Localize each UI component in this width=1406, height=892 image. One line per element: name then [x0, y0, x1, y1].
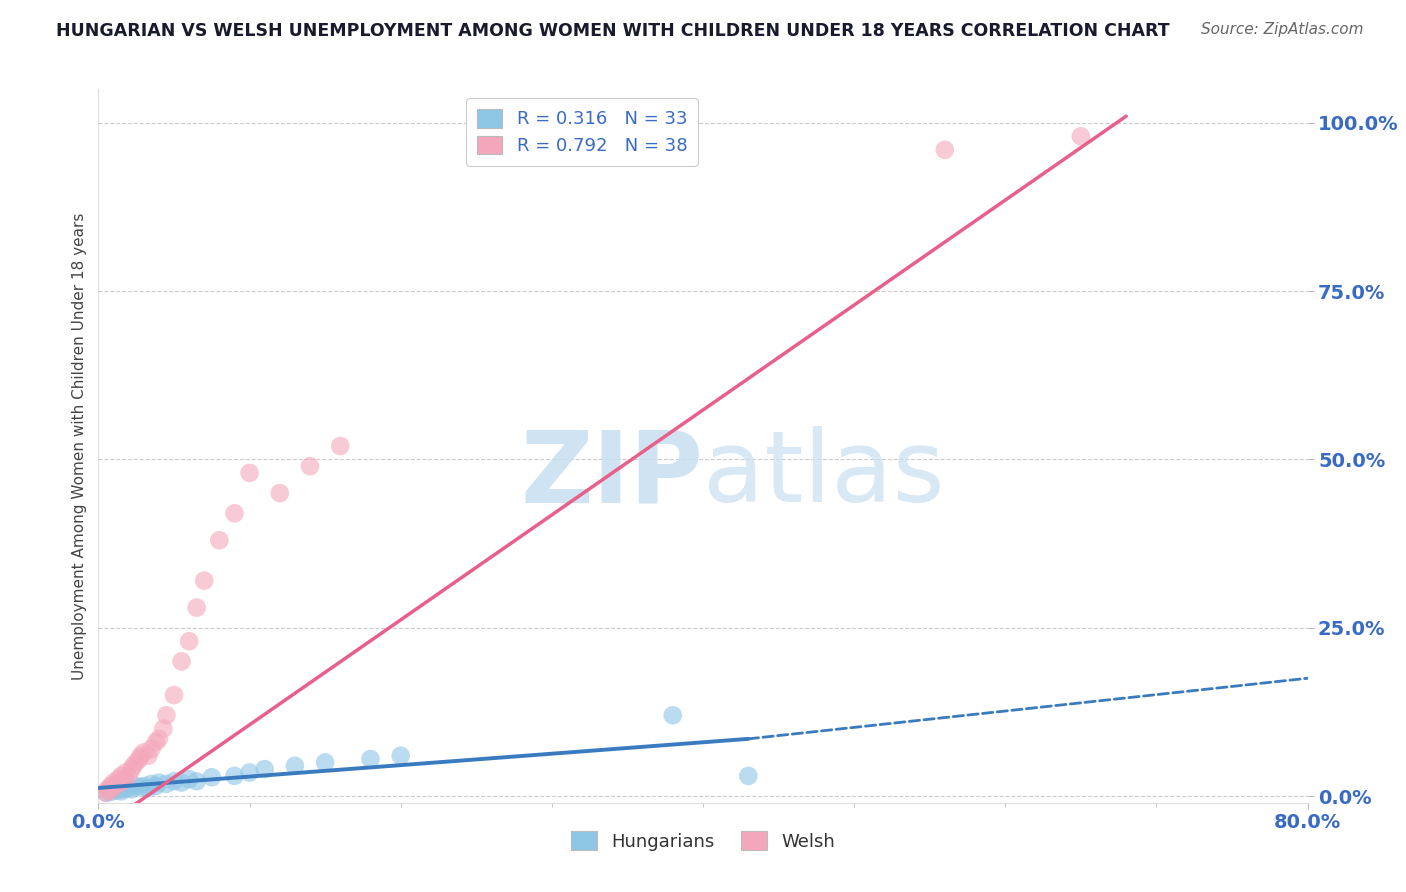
Point	[125, 779, 148, 793]
Point	[105, 783, 128, 797]
Point	[239, 466, 262, 480]
Point	[141, 742, 163, 756]
Point	[145, 735, 167, 749]
Point	[201, 770, 224, 784]
Point	[96, 782, 118, 797]
Point	[934, 143, 956, 157]
Point	[179, 634, 201, 648]
Point	[152, 722, 174, 736]
Point	[299, 459, 322, 474]
Point	[163, 774, 186, 789]
Point	[314, 756, 336, 770]
Point	[132, 779, 155, 793]
Point	[329, 439, 352, 453]
Point	[98, 783, 121, 797]
Point	[129, 748, 152, 763]
Point	[103, 782, 125, 797]
Text: ZIP: ZIP	[520, 426, 703, 523]
Point	[125, 756, 148, 770]
Text: Source: ZipAtlas.com: Source: ZipAtlas.com	[1201, 22, 1364, 37]
Point	[186, 774, 208, 789]
Point	[100, 779, 122, 793]
Point	[98, 783, 121, 797]
Point	[239, 765, 262, 780]
Point	[105, 777, 128, 791]
Point	[269, 486, 291, 500]
Point	[284, 758, 307, 772]
Point	[148, 731, 170, 746]
Point	[253, 762, 276, 776]
Point	[155, 777, 177, 791]
Y-axis label: Unemployment Among Women with Children Under 18 years: Unemployment Among Women with Children U…	[72, 212, 87, 680]
Point	[132, 745, 155, 759]
Legend: Hungarians, Welsh: Hungarians, Welsh	[564, 824, 842, 858]
Point	[145, 779, 167, 793]
Text: atlas: atlas	[703, 426, 945, 523]
Point	[107, 772, 129, 787]
Point	[103, 775, 125, 789]
Point	[128, 752, 150, 766]
Point	[110, 775, 132, 789]
Point	[170, 775, 193, 789]
Point	[100, 785, 122, 799]
Point	[148, 775, 170, 789]
Point	[112, 782, 135, 797]
Point	[737, 769, 759, 783]
Point	[110, 779, 132, 793]
Point	[94, 786, 117, 800]
Point	[170, 655, 193, 669]
Point	[110, 784, 132, 798]
Point	[661, 708, 683, 723]
Point	[103, 780, 125, 795]
Point	[121, 782, 143, 797]
Point	[94, 786, 117, 800]
Point	[136, 780, 159, 795]
Point	[112, 772, 135, 787]
Point	[163, 688, 186, 702]
Point	[110, 769, 132, 783]
Point	[129, 780, 152, 795]
Point	[1070, 129, 1092, 144]
Point	[107, 780, 129, 795]
Point	[121, 762, 143, 776]
Point	[118, 780, 141, 795]
Point	[179, 772, 201, 787]
Point	[186, 600, 208, 615]
Point	[224, 506, 246, 520]
Point	[114, 765, 136, 780]
Point	[155, 708, 177, 723]
Point	[360, 752, 382, 766]
Point	[193, 574, 215, 588]
Point	[118, 769, 141, 783]
Text: HUNGARIAN VS WELSH UNEMPLOYMENT AMONG WOMEN WITH CHILDREN UNDER 18 YEARS CORRELA: HUNGARIAN VS WELSH UNEMPLOYMENT AMONG WO…	[56, 22, 1170, 40]
Point	[141, 777, 163, 791]
Point	[389, 748, 412, 763]
Point	[122, 758, 145, 772]
Point	[208, 533, 231, 548]
Point	[224, 769, 246, 783]
Point	[136, 748, 159, 763]
